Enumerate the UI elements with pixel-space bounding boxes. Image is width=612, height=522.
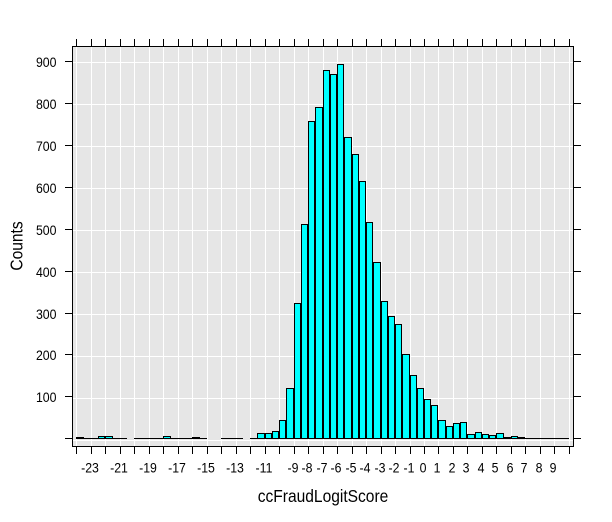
- svg-text:0: 0: [420, 460, 427, 476]
- svg-text:-7: -7: [317, 460, 328, 476]
- svg-text:-4: -4: [360, 460, 371, 476]
- svg-text:-2: -2: [389, 460, 400, 476]
- svg-text:-5: -5: [346, 460, 357, 476]
- svg-text:8: 8: [536, 460, 543, 476]
- svg-text:1: 1: [434, 460, 441, 476]
- svg-text:500: 500: [36, 222, 57, 238]
- svg-text:-8: -8: [302, 460, 313, 476]
- svg-text:7: 7: [521, 460, 528, 476]
- svg-text:-13: -13: [226, 460, 244, 476]
- svg-text:-3: -3: [375, 460, 386, 476]
- svg-text:300: 300: [36, 306, 57, 322]
- svg-text:Counts: Counts: [7, 221, 27, 270]
- svg-text:4: 4: [478, 460, 485, 476]
- svg-text:-19: -19: [139, 460, 157, 476]
- svg-text:-6: -6: [331, 460, 342, 476]
- svg-text:9: 9: [550, 460, 557, 476]
- svg-text:100: 100: [36, 389, 57, 405]
- svg-text:700: 700: [36, 138, 57, 154]
- svg-text:-11: -11: [256, 460, 273, 476]
- svg-text:800: 800: [36, 96, 57, 112]
- svg-text:900: 900: [36, 54, 57, 70]
- svg-text:-15: -15: [197, 460, 215, 476]
- svg-text:-21: -21: [110, 460, 128, 476]
- svg-text:-1: -1: [404, 460, 415, 476]
- svg-text:-9: -9: [288, 460, 299, 476]
- svg-text:600: 600: [36, 180, 57, 196]
- svg-text:2: 2: [449, 460, 456, 476]
- svg-text:-17: -17: [168, 460, 186, 476]
- svg-text:3: 3: [463, 460, 470, 476]
- svg-text:6: 6: [507, 460, 514, 476]
- svg-text:400: 400: [36, 264, 57, 280]
- svg-text:200: 200: [36, 347, 57, 363]
- svg-text:5: 5: [492, 460, 499, 476]
- svg-text:ccFraudLogitScore: ccFraudLogitScore: [258, 486, 389, 506]
- svg-text:-23: -23: [81, 460, 99, 476]
